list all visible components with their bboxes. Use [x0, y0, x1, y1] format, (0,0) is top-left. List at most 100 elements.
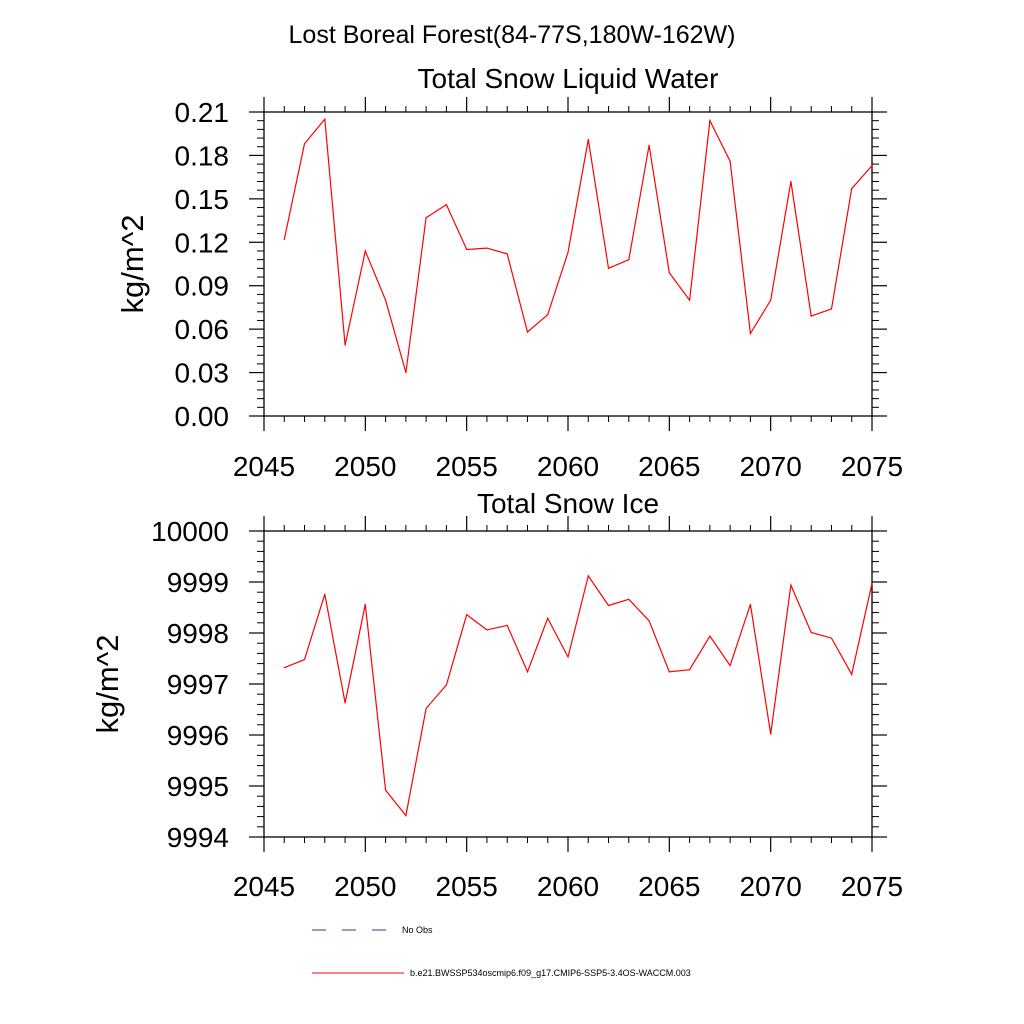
- data-point: [283, 667, 285, 669]
- data-point: [689, 669, 691, 671]
- series-line: [283, 117, 873, 373]
- y-tick-label: 0.03: [175, 358, 230, 389]
- x-tick-label: 2045: [233, 871, 295, 902]
- data-point: [324, 593, 326, 595]
- plot-frame: [263, 111, 873, 417]
- data-point: [547, 314, 549, 316]
- data-point: [689, 299, 691, 301]
- data-point: [648, 144, 650, 146]
- x-tick-label: 2050: [334, 871, 396, 902]
- data-point: [344, 702, 346, 704]
- panel-snow-liquid-water: Total Snow Liquid Water kg/m^2 2045 2050 205…: [115, 63, 903, 482]
- x-tick-label: 2055: [436, 451, 498, 482]
- data-point: [810, 631, 812, 634]
- data-point: [871, 164, 873, 167]
- data-point: [709, 635, 711, 637]
- data-point: [405, 371, 407, 374]
- data-point: [445, 684, 447, 686]
- data-point: [385, 789, 387, 791]
- data-point: [567, 251, 569, 254]
- x-tick-label: 2055: [436, 871, 498, 902]
- y-tick-label: 0.06: [175, 314, 230, 345]
- y-tick-label: 0.15: [175, 184, 230, 215]
- y-axis-label: kg/m^2: [115, 215, 150, 314]
- data-point: [526, 671, 529, 673]
- y-tick-label: 9994: [167, 822, 229, 853]
- plot-frame: [263, 530, 873, 838]
- data-point: [790, 180, 792, 183]
- y-tick-label: 9998: [167, 618, 229, 649]
- data-point: [506, 624, 508, 626]
- data-point: [385, 299, 387, 301]
- x-tick-label: 2050: [334, 451, 396, 482]
- data-point: [567, 656, 569, 658]
- data-point: [729, 665, 731, 667]
- x-tick-label: 2075: [841, 871, 903, 902]
- panel-snow-ice: Total Snow Ice kg/m^2 2045 2050 2055 2060 2065…: [90, 488, 903, 902]
- y-axis-label: kg/m^2: [90, 635, 125, 734]
- data-point: [486, 629, 488, 631]
- data-point: [547, 617, 549, 619]
- x-tick-label: 2070: [740, 451, 802, 482]
- data-point: [466, 614, 468, 616]
- data-point: [851, 188, 853, 190]
- data-point: [405, 814, 407, 817]
- series-line: [284, 574, 873, 817]
- x-tick-label: 2075: [841, 451, 903, 482]
- x-tick-label: 2060: [537, 871, 599, 902]
- data-point: [607, 604, 610, 607]
- y-tick-label: 0.12: [175, 227, 230, 258]
- data-point: [648, 620, 650, 622]
- legend-model-label: b.e21.BWSSP534oscmip6.f09_g17.CMIP6-SSP5…: [410, 968, 691, 978]
- data-point: [344, 344, 346, 346]
- y-tick-label: 0.09: [175, 271, 230, 302]
- legend: No Obs b.e21.BWSSP534oscmip6.f09_g17.CMI…: [312, 925, 691, 978]
- y-tick-label: 0.21: [175, 97, 230, 128]
- data-point: [607, 267, 610, 269]
- data-point: [830, 637, 833, 639]
- data-point: [324, 118, 326, 120]
- data-point: [770, 299, 772, 301]
- y-tick-label: 10000: [151, 516, 229, 547]
- data-point: [486, 247, 488, 249]
- data-point: [445, 204, 447, 206]
- data-point: [628, 598, 630, 600]
- y-tick-label: 9999: [167, 567, 229, 598]
- data-point: [425, 707, 427, 710]
- data-point: [364, 250, 366, 252]
- legend-no-obs-label: No Obs: [402, 925, 433, 935]
- data-point: [466, 248, 468, 251]
- data-point: [729, 160, 731, 162]
- y-tick-label: 0.00: [175, 401, 230, 432]
- data-point: [587, 138, 589, 141]
- data-point: [770, 733, 772, 735]
- x-tick-label: 2070: [740, 871, 802, 902]
- y-tick-label: 9997: [167, 669, 229, 700]
- y-tick-label: 9996: [167, 720, 229, 751]
- chart-title: Total Snow Liquid Water: [418, 63, 719, 94]
- data-point: [749, 603, 752, 606]
- data-point: [668, 272, 670, 274]
- data-point: [668, 671, 670, 673]
- data-point: [790, 584, 792, 586]
- data-point: [749, 332, 752, 335]
- data-point: [364, 603, 366, 606]
- data-point: [526, 331, 529, 333]
- x-tick-label: 2065: [638, 451, 700, 482]
- data-point: [283, 238, 285, 240]
- data-point: [303, 143, 306, 145]
- data-point: [303, 658, 306, 661]
- data-point: [810, 315, 812, 317]
- figure-title: Lost Boreal Forest(84-77S,180W-162W): [289, 21, 736, 49]
- data-point: [587, 575, 589, 577]
- data-point: [506, 253, 508, 255]
- x-tick-label: 2065: [638, 871, 700, 902]
- chart-title: Total Snow Ice: [477, 488, 659, 519]
- data-point: [830, 308, 833, 310]
- data-point: [425, 217, 427, 219]
- y-tick-label: 9995: [167, 771, 229, 802]
- x-tick-label: 2060: [537, 451, 599, 482]
- x-tick-label: 2045: [233, 451, 295, 482]
- data-point: [871, 582, 873, 585]
